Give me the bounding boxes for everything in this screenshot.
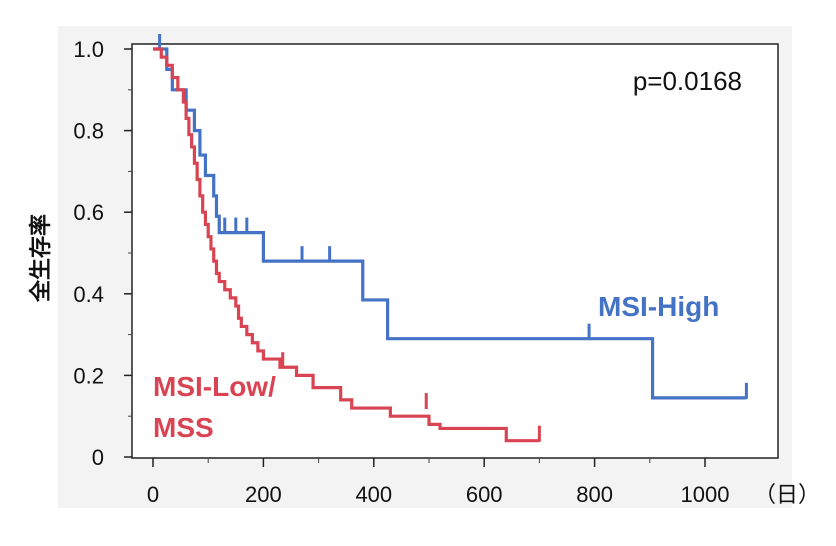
y-tick-label: 0.2 <box>73 363 104 388</box>
plot-area <box>131 43 779 459</box>
series-label-msi-high: MSI-High <box>598 291 719 322</box>
y-tick-label: 0 <box>92 445 104 470</box>
series-label-msi-low-line2: MSS <box>153 412 214 443</box>
series-line-msi-low-mss <box>153 47 540 443</box>
y-tick-label: 0.8 <box>73 119 104 144</box>
x-tick-label: 800 <box>576 482 613 507</box>
x-tick-label: 600 <box>466 482 503 507</box>
y-tick-label: 0.6 <box>73 200 104 225</box>
y-tick-label: 0.4 <box>73 282 104 307</box>
x-axis-unit: （日） <box>754 483 820 508</box>
x-tick-label: 1000 <box>681 482 730 507</box>
p-value-annotation: p=0.0168 <box>633 66 742 96</box>
x-tick-label: 0 <box>147 482 159 507</box>
series-label-msi-low-line1: MSI-Low/ <box>153 371 276 402</box>
x-axis: 0 200 400 600 800 1000 <box>147 458 730 507</box>
x-tick-label: 400 <box>355 482 392 507</box>
y-tick-label: 1.0 <box>73 37 104 62</box>
x-tick-label: 200 <box>245 482 282 507</box>
y-axis: 0 0.2 0.4 0.6 0.8 1.0 <box>73 37 132 470</box>
series-layer <box>153 34 748 443</box>
y-axis-label: 全生存率 <box>28 214 54 303</box>
